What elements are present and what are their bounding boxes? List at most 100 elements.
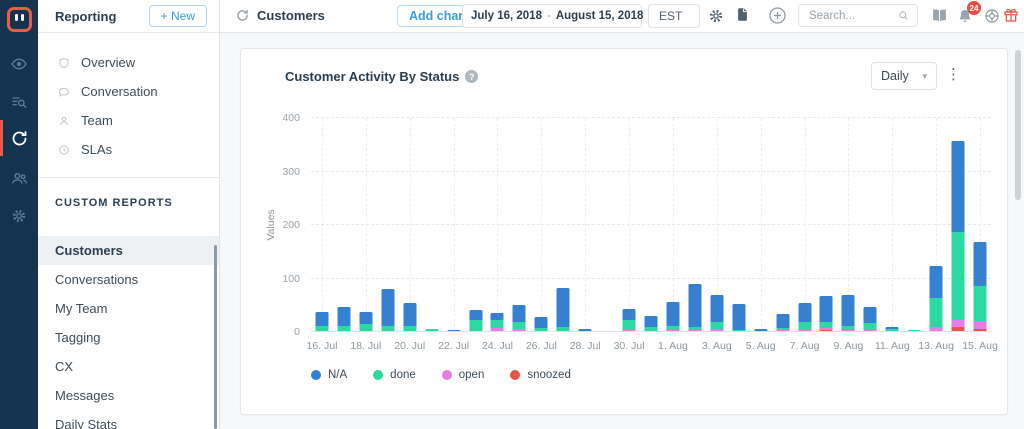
bar-23-jul[interactable] — [469, 309, 483, 331]
segment-n-a — [490, 312, 504, 320]
date-range-picker[interactable]: July 16, 2018 - August 15, 2018 — [462, 4, 660, 28]
bar-10-aug[interactable] — [863, 306, 877, 331]
segment-done — [929, 297, 943, 327]
report-item-tagging[interactable]: Tagging — [55, 330, 101, 345]
beacon-help-icon[interactable] — [984, 8, 1000, 24]
sidebar-scrollbar[interactable] — [214, 245, 217, 429]
gridline-x — [936, 118, 938, 332]
bar-3-aug[interactable] — [710, 294, 724, 331]
segment-done — [622, 320, 636, 330]
reporting-nav: Overview Conversation Team SLAs — [38, 48, 219, 164]
bar-11-aug[interactable] — [885, 326, 899, 331]
segment-done — [863, 322, 877, 330]
segment-open — [929, 326, 943, 331]
bar-25-jul[interactable] — [512, 304, 526, 331]
segment-done — [688, 327, 702, 330]
help-circle-icon[interactable]: ? — [465, 70, 479, 83]
bar-8-aug[interactable] — [819, 296, 833, 331]
bar-26-jul[interactable] — [534, 316, 548, 331]
chat-bubble-icon — [58, 86, 70, 98]
rail-item-search[interactable] — [0, 84, 38, 120]
bar-15-aug[interactable] — [973, 241, 987, 331]
bar-24-jul[interactable] — [490, 312, 504, 331]
bar-18-jul[interactable] — [359, 311, 373, 331]
export-file-icon[interactable] — [735, 7, 750, 22]
bar-14-aug[interactable] — [951, 141, 965, 331]
segment-done — [798, 322, 812, 330]
timezone-value: EST — [659, 9, 683, 23]
report-item-messages[interactable]: Messages — [55, 388, 115, 403]
bar-21-jul[interactable] — [425, 329, 439, 331]
gear-icon — [11, 208, 27, 224]
segment-n-a — [644, 316, 658, 327]
bar-2-aug[interactable] — [688, 284, 702, 331]
x-axis-tick: 15. Aug — [962, 340, 998, 352]
report-item-conversations[interactable]: Conversations — [55, 272, 139, 287]
bar-27-jul[interactable] — [556, 288, 570, 331]
bar-31-jul[interactable] — [644, 316, 658, 331]
kebab-menu-icon[interactable]: ⋮ — [946, 66, 961, 83]
bar-7-aug[interactable] — [798, 303, 812, 331]
segment-done — [666, 325, 680, 330]
timezone-select[interactable]: EST — [648, 4, 700, 28]
docs-book-icon[interactable] — [931, 7, 948, 24]
add-chart-button[interactable]: Add chart — [397, 5, 480, 27]
x-axis-tick: 5. Aug — [745, 340, 776, 352]
sidebar-divider — [38, 177, 219, 178]
report-item-daily-stats[interactable]: Daily Stats — [55, 417, 118, 429]
bar-20-jul[interactable] — [403, 303, 417, 331]
gift-icon[interactable] — [1003, 7, 1019, 23]
rail-item-customers[interactable] — [0, 160, 38, 196]
y-axis-tick: 300 — [282, 165, 300, 178]
bar-6-aug[interactable] — [776, 313, 790, 331]
sidebar-item-overview[interactable]: Overview — [38, 48, 219, 77]
person-icon — [58, 115, 70, 127]
new-report-button[interactable]: + New — [148, 5, 207, 27]
segment-open — [776, 330, 790, 331]
segment-done — [819, 321, 833, 329]
report-item-my-team[interactable]: My Team — [55, 301, 108, 316]
bar-30-jul[interactable] — [622, 308, 636, 331]
segment-done — [359, 323, 373, 331]
sidebar-item-team[interactable]: Team — [38, 106, 219, 135]
interval-select[interactable]: Daily ▾ — [871, 62, 937, 90]
bar-16-jul[interactable] — [315, 311, 329, 331]
legend-item-n-a[interactable]: N/A — [311, 369, 347, 381]
bar-19-jul[interactable] — [381, 288, 395, 331]
gear-icon[interactable] — [708, 8, 724, 24]
segment-done — [907, 329, 921, 331]
search-icon — [898, 10, 909, 21]
bar-1-aug[interactable] — [666, 301, 680, 331]
rail-item-mailboxes[interactable] — [0, 46, 38, 82]
bar-4-aug[interactable] — [732, 304, 746, 331]
report-item-customers[interactable]: Customers — [38, 236, 219, 265]
segment-done — [315, 325, 329, 331]
bar-5-aug[interactable] — [754, 328, 768, 331]
bar-28-jul[interactable] — [578, 329, 592, 331]
legend-item-snoozed[interactable]: snoozed — [510, 369, 571, 381]
page-scrollbar[interactable] — [1015, 50, 1021, 200]
rail-item-reporting[interactable] — [0, 120, 38, 156]
rail-item-settings[interactable] — [0, 198, 38, 234]
bar-22-jul[interactable] — [447, 329, 461, 331]
search-input[interactable] — [807, 8, 898, 23]
legend-item-open[interactable]: open — [441, 369, 484, 381]
segment-open — [841, 329, 855, 331]
plus-circle-icon[interactable] — [768, 6, 787, 25]
bar-13-aug[interactable] — [929, 265, 943, 331]
bar-12-aug[interactable] — [907, 329, 921, 331]
segment-open — [798, 329, 812, 331]
stacked-bar-chart: Values 0 100 200 300 400 16. Jul 18. Jul 20. Ju… — [265, 112, 998, 352]
sidebar-item-slas[interactable]: SLAs — [38, 135, 219, 164]
main-area: Customers Add chart July 16, 2018 - Augu… — [220, 0, 1024, 429]
sidebar-item-conversation[interactable]: Conversation — [38, 77, 219, 106]
x-axis-tick: 24. Jul — [481, 340, 513, 352]
bar-17-jul[interactable] — [337, 306, 351, 331]
helpscout-logo[interactable] — [7, 7, 32, 32]
refresh-icon[interactable] — [236, 9, 249, 27]
segment-open — [973, 320, 987, 329]
legend-item-done[interactable]: done — [373, 369, 416, 381]
report-item-cx[interactable]: CX — [55, 359, 74, 374]
bar-9-aug[interactable] — [841, 294, 855, 331]
